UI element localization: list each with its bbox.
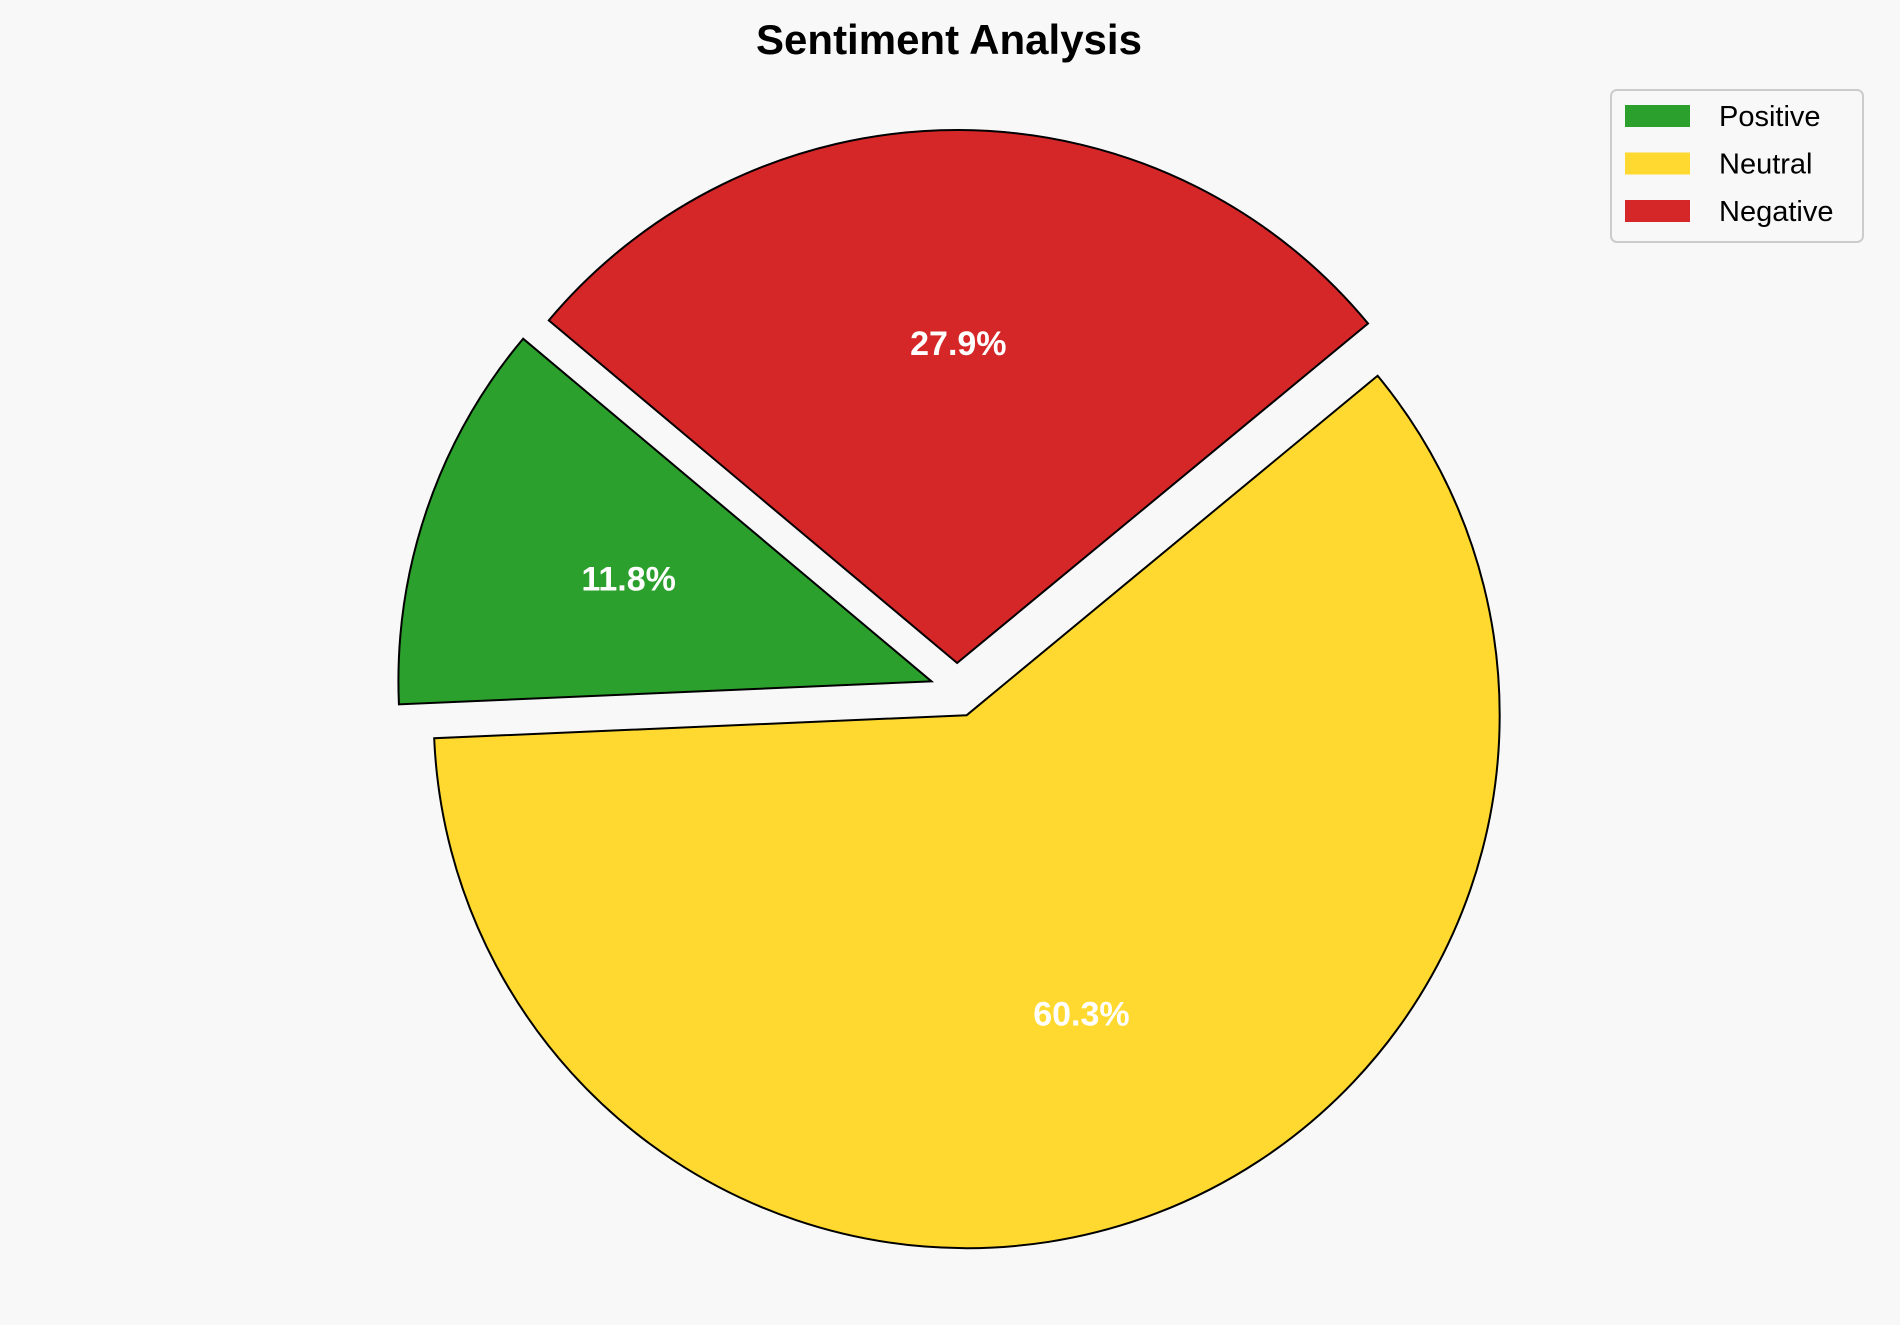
legend-swatch-negative bbox=[1625, 200, 1690, 222]
legend: Positive Neutral Negative bbox=[1610, 89, 1864, 243]
legend-swatch-neutral bbox=[1625, 152, 1690, 175]
legend-swatch-positive bbox=[1625, 105, 1690, 127]
pie-slice-positive bbox=[397, 337, 935, 706]
slice-label-positive: 11.8% bbox=[581, 560, 676, 598]
legend-label-negative: Negative bbox=[1719, 196, 1833, 228]
legend-label-positive: Positive bbox=[1719, 101, 1821, 133]
slice-label-neutral: 60.3% bbox=[1033, 996, 1129, 1034]
chart-title: Sentiment Analysis bbox=[756, 16, 1142, 63]
pie-slice-negative bbox=[547, 129, 1370, 665]
slice-label-negative: 27.9% bbox=[910, 325, 1006, 363]
pie-slice-neutral bbox=[433, 374, 1501, 1250]
legend-label-neutral: Neutral bbox=[1719, 149, 1813, 181]
